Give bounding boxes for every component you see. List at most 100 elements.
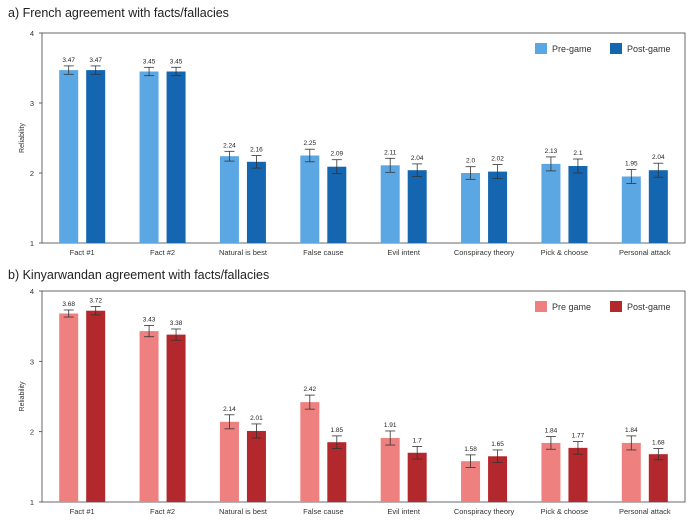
chart-a-bar-post [407,170,427,243]
chart-b-bar-post [648,454,668,502]
chart-b-bar-post [246,430,266,502]
chart-b-bar-pre [139,331,159,502]
chart-a-value-label-pre: 2.0 [466,158,475,165]
chart-b-value-label-pre: 1.58 [464,446,477,453]
chart-b-value-label-post: 3.38 [170,320,183,327]
chart-a-bar-post [327,166,347,243]
chart-a-plot-frame [41,32,686,244]
chart-b-x-tick-label: Pick & choose [541,507,589,516]
chart-a-y-tick-label: 4 [30,29,34,38]
chart-b-bar-pre [59,313,79,502]
chart-b-x-tick-label: Evil intent [387,507,420,516]
chart-b-x-tick-label: Fact #1 [70,507,95,516]
chart-a-value-label-pre: 2.24 [223,142,236,149]
chart-b-y-tick-label: 1 [30,498,34,507]
chart-b-bar-pre [219,421,239,502]
chart-b-y-tick-label: 3 [30,357,34,366]
chart-a-y-tick-label: 1 [30,239,34,248]
chart-b-value-label-post: 2.01 [250,415,263,422]
chart-a-value-label-pre: 2.13 [545,148,558,155]
chart-a-bar-pre [541,163,561,243]
chart-b-value-label-pre: 2.14 [223,406,236,413]
chart-a-value-label-post: 3.47 [89,57,102,64]
chart-a-y-axis-label: Reliability [19,123,26,153]
chart-b-legend-label-post: Post-game [627,302,671,312]
chart-a-value-label-pre: 3.45 [143,58,156,65]
chart-b-value-label-pre: 3.43 [143,316,156,323]
chart-b-value-label-pre: 1.84 [545,428,558,435]
chart-a-x-tick-label: Evil intent [387,248,420,257]
chart-b-value-label-post: 1.85 [330,427,343,434]
chart-a-bar-pre [300,155,320,243]
chart-b-x-tick-label: Fact #2 [150,507,175,516]
chart-b-x-tick-label: Personal attack [619,507,671,516]
chart-b-bar-pre [461,461,481,502]
chart-a-bar-post [568,166,588,243]
chart-b-legend-label-pre: Pre game [552,302,591,312]
chart-b-bar-post [488,456,508,502]
chart-b-value-label-pre: 3.68 [62,301,75,308]
chart-b-legend-swatch-post [610,301,622,312]
chart-b-x-tick-label: Natural is best [219,507,268,516]
chart-a-y-tick-label: 3 [30,99,34,108]
chart-a-x-tick-label: False cause [303,248,343,257]
chart-a-value-label-post: 2.1 [573,150,582,157]
chart-b-value-label-post: 3.72 [89,297,102,304]
chart-a-bar-pre [139,71,159,243]
chart-b-bar-post [568,447,588,502]
chart-b-x-tick-label: Conspiracy theory [454,507,515,516]
chart-a-value-label-pre: 1.95 [625,161,638,168]
chart-a-bar-pre [380,165,400,243]
chart-b-bar-pre [541,442,561,502]
chart-a-value-label-post: 2.04 [411,155,424,162]
chart-a-x-tick-label: Fact #2 [150,248,175,257]
chart-a-x-tick-label: Conspiracy theory [454,248,515,257]
chart-a-value-label-post: 3.45 [170,58,183,65]
chart-a-bar-post [166,71,186,243]
chart-a-bar-post [86,70,106,243]
chart-b-bar-pre [380,437,400,502]
chart-b-bar-post [407,452,427,502]
chart-b-plot-frame [41,290,686,503]
chart-b-value-label-post: 1.68 [652,440,665,447]
chart-a-bar-pre [59,70,79,243]
chart-a-bar-pre [219,156,239,243]
chart-a-value-label-pre: 2.25 [303,140,316,147]
chart-a-x-tick-label: Pick & choose [541,248,589,257]
chart-b-bar-post [327,442,347,502]
chart-b-value-label-pre: 1.84 [625,427,638,434]
chart-a-x-tick-label: Fact #1 [70,248,95,257]
chart-a-value-label-pre: 3.47 [62,57,75,64]
chart-a-bar-pre [461,173,481,243]
chart-b-y-tick-label: 4 [30,287,34,296]
chart-a-legend-label-post: Post-game [627,44,671,54]
chart-b-bar-post [166,334,186,502]
chart-b-value-label-pre: 1.91 [384,422,397,429]
chart-a-value-label-pre: 2.11 [384,149,397,156]
chart-b-value-label-post: 1.77 [572,433,585,440]
chart-a-value-label-post: 2.04 [652,154,665,161]
chart-b-y-axis-label: Reliability [19,381,26,411]
chart-b-bar-pre [621,442,641,502]
chart-a-y-tick-label: 2 [30,169,34,178]
chart-a-bar-post [648,170,668,243]
chart-a-legend-swatch-pre [535,43,547,54]
chart-a-bar-post [488,171,508,243]
chart-a-legend-swatch-post [610,43,622,54]
chart-b-value-label-post: 1.65 [491,441,504,448]
chart-b-value-label-post: 1.7 [413,437,422,444]
chart-a-bar-post [246,161,266,243]
chart-b-y-tick-label: 2 [30,428,34,437]
chart-b-legend-swatch-pre [535,301,547,312]
chart-a-value-label-post: 2.16 [250,147,263,154]
chart-a-legend-label-pre: Pre-game [552,44,592,54]
chart-b-value-label-pre: 2.42 [303,386,316,393]
chart-a-x-tick-label: Personal attack [619,248,671,257]
chart-b-title: b) Kinyarwandan agreement with facts/fal… [8,268,270,282]
chart-a-title: a) French agreement with facts/fallacies [8,6,229,20]
chart-b-bar-post [86,310,106,502]
chart-a-x-tick-label: Natural is best [219,248,268,257]
chart-a-value-label-post: 2.09 [330,151,343,158]
chart-b-bar-pre [300,402,320,502]
